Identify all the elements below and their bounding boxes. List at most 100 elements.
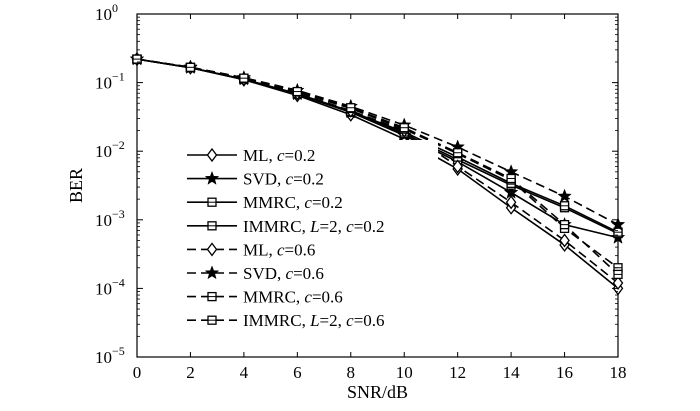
x-tick-label-text: 6 <box>293 363 302 382</box>
legend-symbol: c <box>304 288 312 307</box>
legend-item: MMRC, c=0.6 <box>187 288 343 307</box>
series-layer <box>129 51 626 296</box>
y-tick-exponent: −2 <box>112 138 125 152</box>
x-tick-label-text: 2 <box>186 363 195 382</box>
y-tick-base: 10 <box>95 211 112 230</box>
legend-symbol: c <box>346 311 354 330</box>
x-tick-label-text: 0 <box>133 363 142 382</box>
data-point <box>559 233 570 248</box>
legend-name: IMMRC <box>243 217 302 236</box>
legend-symbol: c <box>304 193 312 212</box>
x-tick-label: 14 <box>503 363 521 382</box>
legend-name: ML <box>243 146 269 165</box>
x-tick-label-text: 18 <box>610 363 627 382</box>
series-line <box>136 58 619 226</box>
legend-marker <box>206 242 218 257</box>
y-tick-exponent: 0 <box>112 1 118 15</box>
legend-label: SVD, c=0.2 <box>243 170 324 189</box>
legend-separator: , <box>269 240 278 259</box>
x-tick-label-text: 16 <box>556 363 573 382</box>
legend-name: IMMRC <box>243 311 302 330</box>
legend-symbol: L <box>309 217 319 236</box>
x-tick-label: 16 <box>556 363 573 382</box>
x-tick-label-text: 4 <box>240 363 249 382</box>
y-tick-base: 10 <box>95 348 112 367</box>
y-tick-label: 10−2 <box>95 138 125 161</box>
x-tick-label: 2 <box>186 363 195 382</box>
data-point <box>610 216 626 231</box>
legend-symbol: c <box>286 264 294 283</box>
x-tick-label: 18 <box>610 363 627 382</box>
y-tick-label: 100 <box>95 1 118 24</box>
legend-label: ML, c=0.6 <box>243 240 315 259</box>
x-tick-label-text: 14 <box>503 363 521 382</box>
legend-separator: , <box>296 288 305 307</box>
series-8 <box>132 54 623 280</box>
legend-value: =0.6 <box>312 288 343 307</box>
x-tick-label: 12 <box>449 363 466 382</box>
plot-border <box>136 13 619 358</box>
legend-marker <box>206 147 218 163</box>
y-tick-exponent: −5 <box>112 344 125 358</box>
legend-label: IMMRC, L=2, c=0.2 <box>243 217 385 236</box>
legend-background <box>180 140 438 336</box>
legend-item: IMMRC, L=2, c=0.6 <box>187 311 385 330</box>
legend-label: ML, c=0.2 <box>243 146 315 165</box>
legend-symbol: c <box>346 217 354 236</box>
legend-symbol: c <box>277 146 285 165</box>
x-tick-label-text: 12 <box>449 363 466 382</box>
legend-marker <box>204 265 220 280</box>
legend-separator: , <box>296 193 305 212</box>
y-tick-exponent: −3 <box>112 207 125 221</box>
legend-value: =0.6 <box>354 311 385 330</box>
y-tick-label: 10−1 <box>95 70 125 93</box>
x-tick-label: 10 <box>396 363 413 382</box>
legend-symbol: c <box>277 240 285 259</box>
legend-separator: , <box>277 264 286 283</box>
legend-item: MMRC, c=0.2 <box>187 193 343 212</box>
y-tick-exponent: −4 <box>112 275 125 289</box>
legend-symbol: c <box>286 170 294 189</box>
x-tick-label: 4 <box>240 363 249 382</box>
series-line <box>136 58 619 233</box>
legend-mid: =2, <box>320 311 347 330</box>
x-tick-label: 8 <box>347 363 356 382</box>
y-tick-base: 10 <box>95 5 112 24</box>
data-point <box>452 159 463 174</box>
legend-value: =0.2 <box>354 217 385 236</box>
legend-value: =0.6 <box>293 264 324 283</box>
legend-value: =0.2 <box>285 146 316 165</box>
legend-item: ML, c=0.6 <box>187 240 315 259</box>
legend-separator: , <box>302 217 311 236</box>
x-axis-label: SNR/dB <box>347 382 408 402</box>
y-tick-label: 10−4 <box>95 275 125 298</box>
legend-item: ML, c=0.2 <box>187 146 315 165</box>
legend-label: IMMRC, L=2, c=0.6 <box>243 311 385 330</box>
plot-frame <box>136 13 619 358</box>
x-tick-label: 0 <box>133 363 142 382</box>
y-tick-base: 10 <box>95 279 112 298</box>
legend-name: MMRC <box>243 193 296 212</box>
legend-separator: , <box>269 146 278 165</box>
y-tick-base: 10 <box>95 74 112 93</box>
legend-item: SVD, c=0.2 <box>187 170 324 189</box>
legend-value: =0.6 <box>285 240 316 259</box>
y-tick-base: 10 <box>95 142 112 161</box>
legend-label: SVD, c=0.6 <box>243 264 324 283</box>
legend-name: MMRC <box>243 288 296 307</box>
legend-label: MMRC, c=0.2 <box>243 193 343 212</box>
data-point <box>505 195 517 210</box>
legend-mid: =2, <box>320 217 347 236</box>
legend-label: MMRC, c=0.6 <box>243 288 343 307</box>
legend-name: SVD <box>243 170 277 189</box>
legend-value: =0.2 <box>293 170 324 189</box>
y-tick-exponent: −1 <box>112 70 125 84</box>
legend-item: SVD, c=0.6 <box>187 264 324 283</box>
legend-name: ML <box>243 240 269 259</box>
y-axis-label: BER <box>66 168 86 203</box>
x-tick-label-text: 8 <box>347 363 356 382</box>
x-tick-label: 6 <box>293 363 302 382</box>
data-point <box>557 188 572 203</box>
